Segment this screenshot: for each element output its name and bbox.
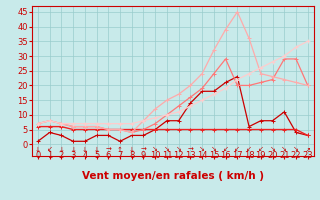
Text: 11: 11 (162, 151, 172, 160)
Text: ↓: ↓ (70, 147, 76, 153)
Text: 23: 23 (302, 151, 313, 160)
X-axis label: Vent moyen/en rafales ( km/h ): Vent moyen/en rafales ( km/h ) (82, 171, 264, 181)
Text: 4: 4 (82, 151, 87, 160)
Text: ↙: ↙ (258, 147, 264, 153)
Text: ↘: ↘ (281, 147, 287, 153)
Text: ↘: ↘ (176, 147, 182, 153)
Text: 15: 15 (209, 151, 219, 160)
Text: ↙: ↙ (47, 147, 52, 153)
Text: 6: 6 (106, 151, 111, 160)
Text: 9: 9 (141, 151, 146, 160)
Text: 16: 16 (220, 151, 231, 160)
Text: ↘: ↘ (164, 147, 170, 153)
Text: 1: 1 (47, 151, 52, 160)
Text: ↘: ↘ (211, 147, 217, 153)
Text: 0: 0 (35, 151, 41, 160)
Text: 21: 21 (279, 151, 290, 160)
Text: ↓: ↓ (58, 147, 64, 153)
Text: ↙: ↙ (234, 147, 240, 153)
Text: →: → (188, 147, 193, 153)
Text: 14: 14 (197, 151, 207, 160)
Text: ↙: ↙ (223, 147, 228, 153)
Text: ↑: ↑ (117, 147, 123, 153)
Text: 22: 22 (291, 151, 301, 160)
Text: 12: 12 (173, 151, 184, 160)
Text: 7: 7 (117, 151, 123, 160)
Text: 13: 13 (185, 151, 196, 160)
Text: ↘: ↘ (199, 147, 205, 153)
Text: 5: 5 (94, 151, 99, 160)
Text: 2: 2 (59, 151, 64, 160)
Text: 17: 17 (232, 151, 243, 160)
Text: →: → (105, 147, 111, 153)
Text: 3: 3 (70, 151, 76, 160)
Text: ↓: ↓ (93, 147, 100, 153)
Text: ↗: ↗ (305, 147, 311, 153)
Text: 19: 19 (256, 151, 266, 160)
Text: →: → (140, 147, 147, 153)
Text: ↘: ↘ (152, 147, 158, 153)
Text: ↘: ↘ (293, 147, 299, 153)
Text: 20: 20 (267, 151, 278, 160)
Text: ↓: ↓ (82, 147, 88, 153)
Text: ↙: ↙ (246, 147, 252, 153)
Text: 18: 18 (244, 151, 254, 160)
Text: ↓: ↓ (35, 147, 41, 153)
Text: ↓: ↓ (129, 147, 135, 153)
Text: 8: 8 (129, 151, 134, 160)
Text: 10: 10 (150, 151, 160, 160)
Text: ↘: ↘ (269, 147, 276, 153)
